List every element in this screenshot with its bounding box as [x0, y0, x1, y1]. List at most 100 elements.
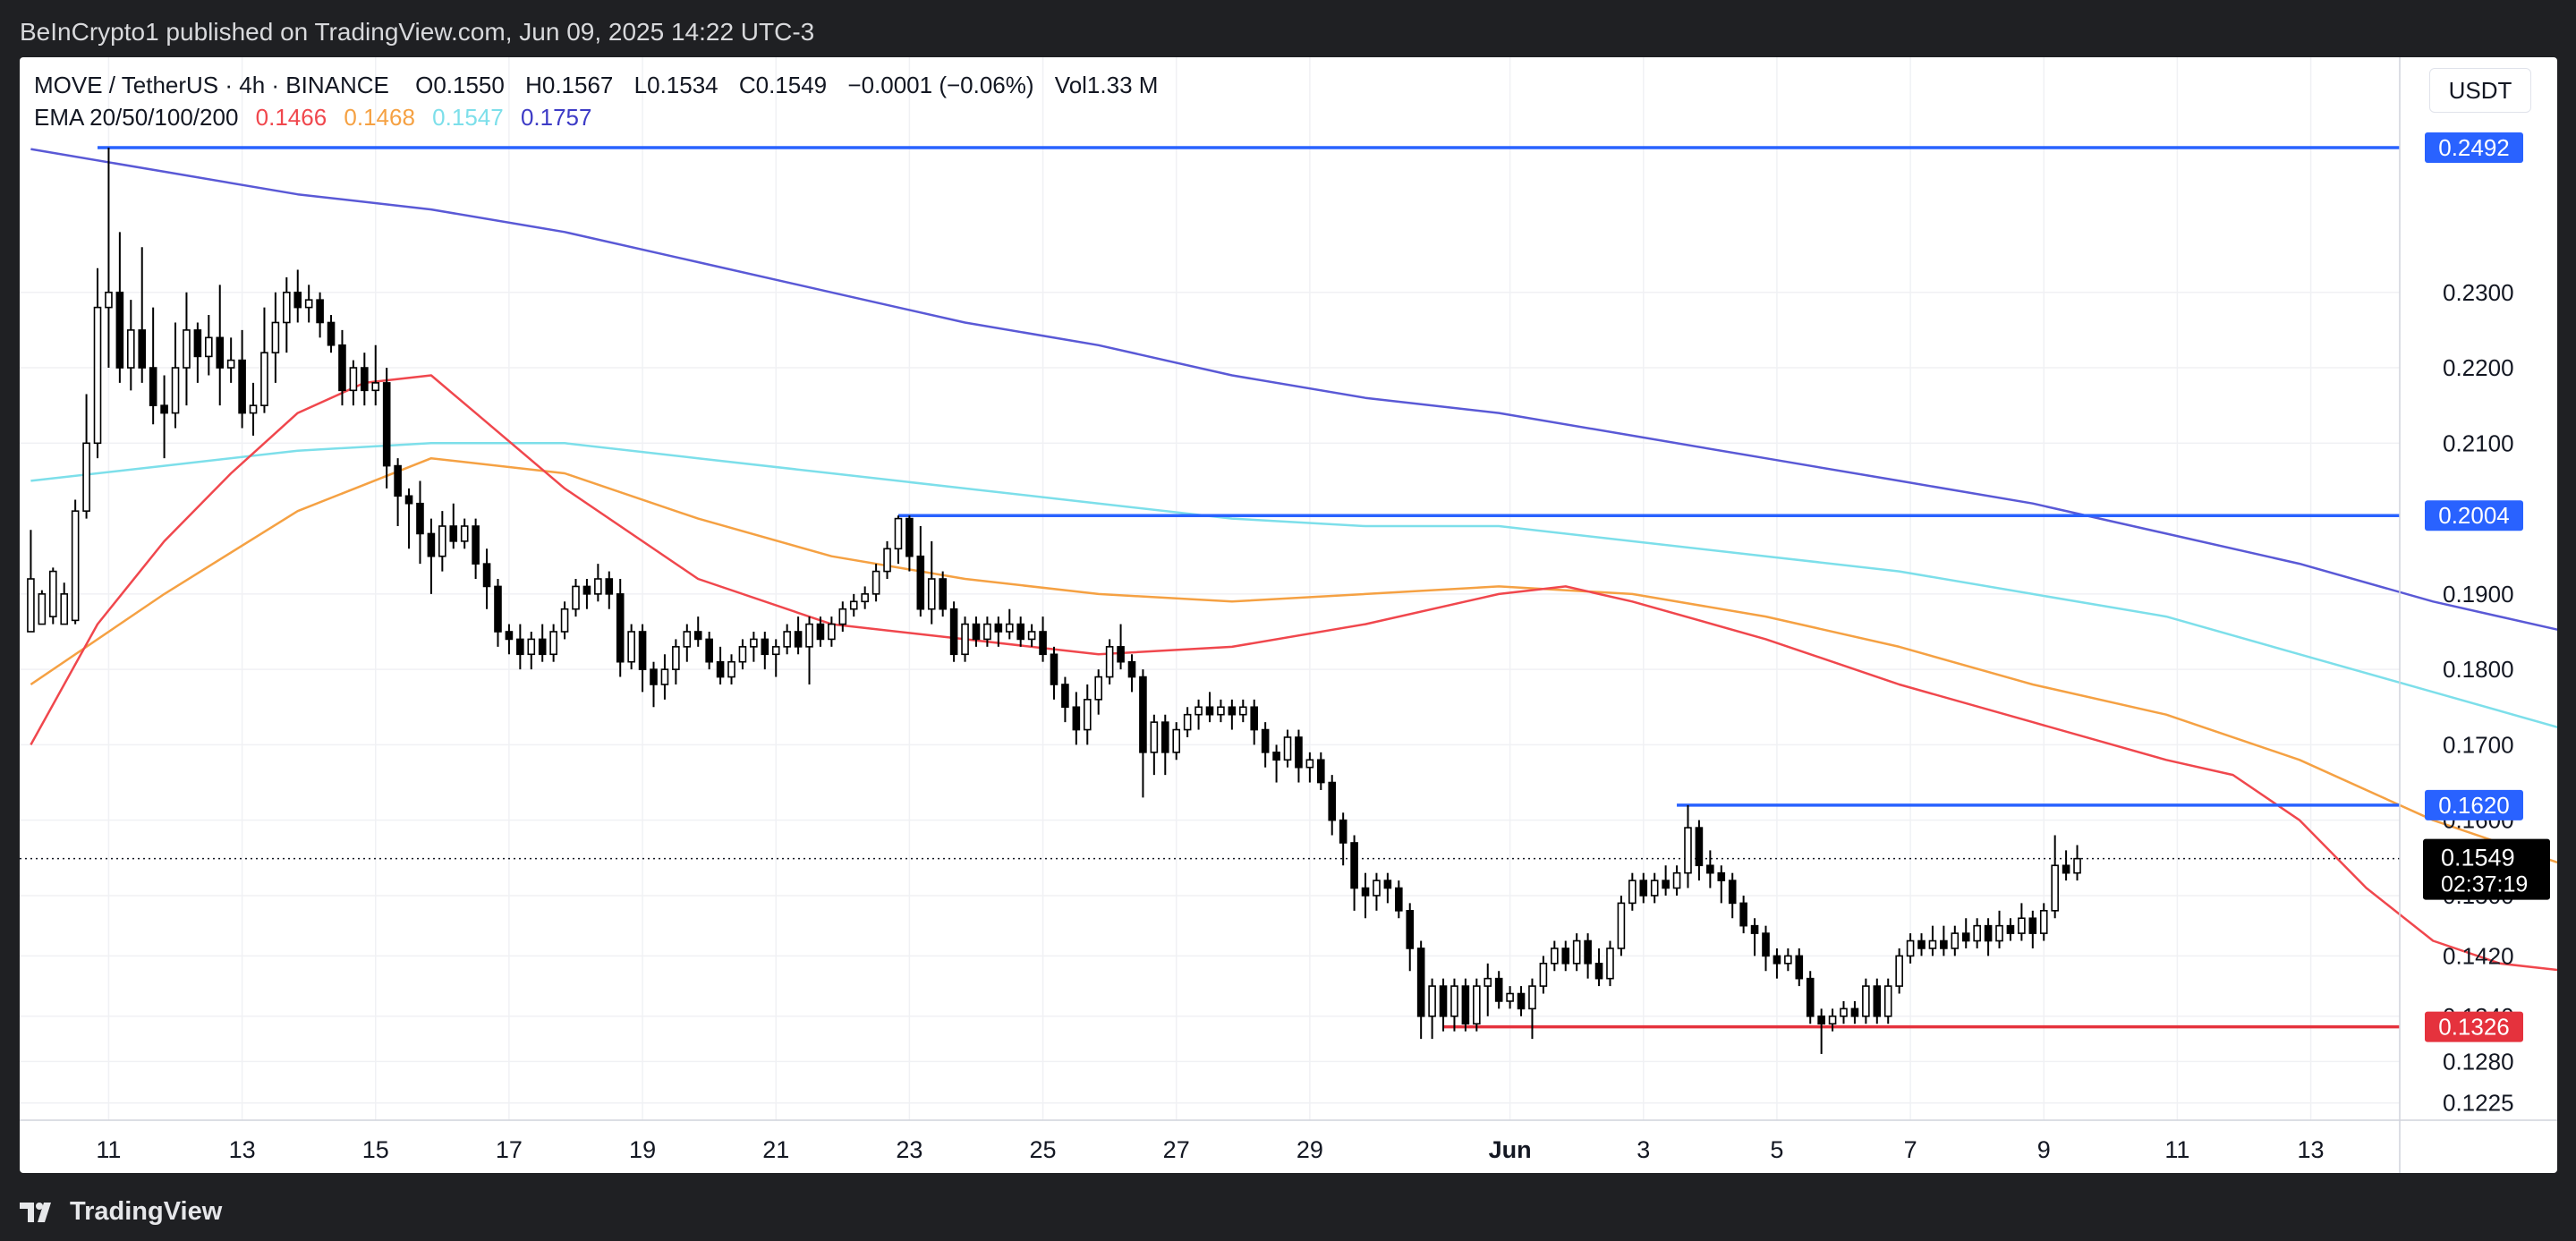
- candle-body: [1183, 713, 1192, 731]
- candle: [449, 503, 458, 549]
- candle: [2039, 903, 2048, 941]
- candle: [1061, 676, 1069, 723]
- candle: [1895, 948, 1903, 994]
- candle: [60, 582, 69, 625]
- ema50-value: 0.1468: [344, 104, 415, 131]
- candle: [316, 292, 324, 338]
- candle: [1205, 692, 1214, 723]
- candle-body: [449, 525, 458, 542]
- candle-body: [1984, 924, 1993, 942]
- candle-body: [693, 631, 702, 641]
- x-tick-label: 25: [1030, 1136, 1057, 1163]
- candle: [849, 593, 858, 617]
- candle-body: [1606, 948, 1614, 980]
- candle-body: [972, 623, 981, 641]
- candle: [1117, 624, 1125, 670]
- x-tick-label: 19: [629, 1136, 656, 1163]
- ema-lines: [30, 148, 2557, 972]
- y-tick-label: 0.1800: [2443, 656, 2514, 683]
- candle-body: [761, 638, 769, 656]
- candle-body: [71, 510, 80, 622]
- candle-body: [949, 608, 958, 656]
- candle-body: [1484, 977, 1492, 987]
- candle: [1517, 986, 1526, 1016]
- candle-body: [1272, 752, 1280, 761]
- candle-body: [283, 291, 291, 324]
- candle: [1406, 903, 1415, 972]
- candle: [1672, 865, 1681, 896]
- tradingview-brand[interactable]: TradingView: [20, 1197, 222, 1227]
- candle: [1416, 940, 1425, 1040]
- symbol-legend: MOVE / TetherUS · 4h · BINANCE O0.1550 H…: [34, 72, 1172, 99]
- candle-body: [1416, 948, 1425, 1017]
- candle-body: [2039, 910, 2048, 934]
- candle: [1316, 752, 1325, 790]
- candle: [193, 322, 202, 383]
- ema100-value: 0.1547: [432, 104, 504, 131]
- currency-button[interactable]: USDT: [2429, 68, 2531, 113]
- candle: [1940, 925, 1948, 956]
- candle: [382, 368, 391, 489]
- candle: [1439, 978, 1448, 1032]
- candle-body: [627, 631, 635, 663]
- candle-body: [1117, 646, 1125, 663]
- candle-body: [2051, 864, 2059, 912]
- candle: [894, 515, 903, 565]
- candle: [1873, 978, 1882, 1024]
- ema-legend[interactable]: EMA 20/50/100/200 0.1466 0.1468 0.1547 0…: [34, 104, 591, 132]
- candle-body: [1383, 880, 1392, 889]
- candle-body: [1395, 887, 1403, 912]
- candle-body: [260, 352, 268, 406]
- level-tag-label: 0.1620: [2438, 792, 2510, 819]
- candle: [805, 616, 813, 684]
- candle-body: [382, 382, 391, 467]
- candle: [1539, 956, 1548, 994]
- candle: [794, 616, 803, 655]
- candle-body: [1295, 736, 1303, 769]
- ema50-line: [30, 456, 2557, 864]
- candle-body: [983, 623, 991, 641]
- y-tick-label: 0.2300: [2443, 279, 2514, 306]
- candle-body: [1862, 985, 1870, 1017]
- candle-body: [1105, 646, 1114, 678]
- level-tag-label: 0.2492: [2438, 134, 2510, 161]
- x-tick-label: 11: [2164, 1136, 2189, 1163]
- candle: [1862, 978, 1870, 1024]
- candle: [1005, 608, 1014, 640]
- candle-body: [271, 321, 280, 353]
- x-tick-label: 7: [1904, 1136, 1917, 1163]
- candle-body: [460, 525, 469, 542]
- candle-body: [1494, 977, 1503, 1002]
- candle: [1305, 752, 1314, 783]
- candle: [1050, 646, 1058, 700]
- candle: [1072, 692, 1081, 745]
- chart-panel[interactable]: 0.2300 0.2200 0.2100 0.1900 0.1800 0.1700 0.16…: [20, 57, 2557, 1173]
- level-tag: [2425, 132, 2523, 163]
- candle: [82, 394, 90, 519]
- candle: [1194, 699, 1203, 730]
- x-tick-label: 13: [2298, 1136, 2325, 1163]
- candle: [972, 616, 981, 647]
- candle-body: [716, 660, 725, 678]
- candle-body: [1139, 676, 1147, 753]
- candle-body: [1305, 759, 1314, 769]
- candle: [1584, 933, 1592, 979]
- candle: [1773, 948, 1781, 979]
- symbol-title[interactable]: MOVE / TetherUS · 4h · BINANCE: [34, 72, 389, 98]
- candle-body: [1817, 1016, 1825, 1025]
- candle-body: [1650, 880, 1659, 897]
- candle: [1883, 978, 1892, 1024]
- y-tick-label: 0.1900: [2443, 581, 2514, 608]
- candle-body: [1205, 706, 1214, 716]
- candle-body: [338, 344, 346, 392]
- candle: [226, 337, 235, 383]
- price-chart[interactable]: 0.2300 0.2200 0.2100 0.1900 0.1800 0.1700 0.16…: [20, 57, 2557, 1173]
- candle-body: [1450, 985, 1458, 1017]
- candle-body: [1094, 676, 1103, 701]
- candle-body: [1773, 955, 1781, 965]
- candle: [961, 616, 969, 662]
- candle: [1250, 699, 1259, 745]
- candle: [1350, 835, 1358, 911]
- x-tick-label: 9: [2037, 1136, 2051, 1163]
- candle: [516, 624, 524, 670]
